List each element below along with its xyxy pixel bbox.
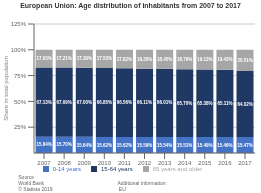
svg-text:15.59%: 15.59%: [137, 143, 152, 148]
svg-text:2011: 2011: [118, 160, 132, 166]
svg-text:25%: 25%: [14, 124, 27, 130]
svg-text:15.62%: 15.62%: [97, 143, 112, 148]
svg-text:20.51%: 20.51%: [237, 58, 252, 63]
svg-text:15.64%: 15.64%: [77, 143, 92, 148]
svg-text:2007: 2007: [37, 160, 51, 166]
svg-text:64.02%: 64.02%: [237, 102, 252, 107]
html-text:European Union: Age distributi: European Union: Age distribution of inha…: [20, 2, 241, 9]
svg-text:67.09%: 67.09%: [57, 100, 72, 105]
svg-text:18.79%: 18.79%: [177, 57, 192, 62]
svg-text:66.11%: 66.11%: [137, 100, 152, 105]
svg-text:15.49%: 15.49%: [197, 143, 212, 148]
svg-text:100%: 100%: [11, 47, 27, 53]
svg-text:18.45%: 18.45%: [157, 57, 172, 62]
svg-text:18.30%: 18.30%: [137, 57, 152, 62]
svg-text:65.11%: 65.11%: [217, 101, 232, 106]
svg-text:50%: 50%: [14, 99, 27, 105]
svg-text:67.13%: 67.13%: [36, 100, 51, 105]
html-text:65 years and older: 65 years and older: [152, 166, 203, 172]
svg-text:17.36%: 17.36%: [77, 56, 92, 61]
svg-text:66.56%: 66.56%: [117, 100, 132, 105]
html-text:Additional information: EU: Additional information: EU: [117, 180, 167, 192]
svg-text:15.62%: 15.62%: [117, 143, 132, 148]
svg-text:15.70%: 15.70%: [57, 142, 72, 147]
html-text:15-64 years: 15-64 years: [101, 166, 133, 172]
svg-text:2010: 2010: [98, 160, 112, 166]
html-text:0-14 years: 0-14 years: [52, 166, 81, 172]
svg-text:Share in total population: Share in total population: [8, 56, 9, 121]
svg-text:2009: 2009: [78, 160, 92, 166]
svg-text:15.54%: 15.54%: [157, 143, 172, 148]
svg-text:2014: 2014: [178, 160, 192, 166]
svg-text:15.46%: 15.46%: [217, 143, 232, 148]
svg-text:67.00%: 67.00%: [77, 100, 92, 105]
svg-text:66.85%: 66.85%: [97, 100, 112, 105]
svg-text:17.82%: 17.82%: [117, 57, 132, 62]
svg-text:2013: 2013: [158, 160, 172, 166]
svg-text:15.84%: 15.84%: [36, 142, 51, 147]
svg-text:75%: 75%: [14, 73, 27, 79]
svg-text:65.70%: 65.70%: [177, 101, 192, 106]
svg-text:15.47%: 15.47%: [237, 143, 252, 148]
svg-text:66.01%: 66.01%: [157, 100, 172, 105]
svg-text:2012: 2012: [138, 160, 152, 166]
svg-text:19.43%: 19.43%: [217, 57, 232, 62]
svg-text:15.51%: 15.51%: [177, 143, 192, 148]
svg-text:2015: 2015: [198, 160, 212, 166]
svg-text:17.03%: 17.03%: [36, 56, 51, 61]
svg-text:17.53%: 17.53%: [97, 56, 112, 61]
svg-text:65.38%: 65.38%: [197, 101, 212, 106]
svg-text:17.21%: 17.21%: [57, 56, 72, 61]
svg-text:2016: 2016: [218, 160, 232, 166]
html-text:Source World Bank © Statista 2: Source World Bank © Statista 2019: [18, 174, 53, 192]
svg-text:2008: 2008: [57, 160, 71, 166]
svg-text:19.13%: 19.13%: [197, 57, 212, 62]
svg-text:125%: 125%: [11, 21, 27, 27]
svg-text:2017: 2017: [238, 160, 252, 166]
